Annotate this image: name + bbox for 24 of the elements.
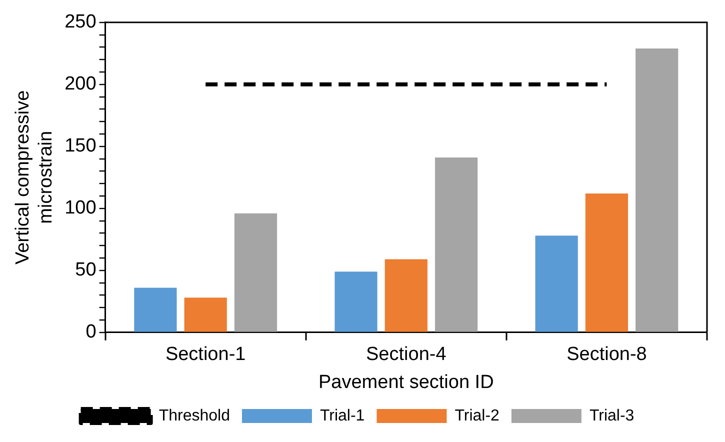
x-tick-label: Section-1 <box>165 344 246 366</box>
legend-label: Threshold <box>158 407 230 424</box>
y-axis-title: Vertical compressive microstrain <box>12 90 56 265</box>
bar <box>434 158 478 332</box>
y-tick-label: 200 <box>64 74 96 95</box>
bar <box>184 298 227 332</box>
bar <box>334 272 378 332</box>
bar <box>535 236 578 332</box>
y-tick-label: 250 <box>64 12 96 33</box>
y-tick-label: 0 <box>86 322 96 343</box>
legend-label: Trial-3 <box>589 407 634 424</box>
legend-label: Trial-1 <box>320 407 365 424</box>
bar <box>134 288 177 332</box>
bar <box>636 48 678 332</box>
y-tick-label: 100 <box>64 198 96 219</box>
bar <box>384 259 428 332</box>
x-tick-label: Section-8 <box>566 344 647 366</box>
x-axis-title: Pavement section ID <box>318 372 494 393</box>
y-tick-label: 150 <box>64 136 96 157</box>
y-tick-label: 50 <box>75 260 96 281</box>
x-tick-label: Section-4 <box>366 344 447 366</box>
bar <box>234 213 278 332</box>
bar <box>585 194 628 332</box>
legend-label: Trial-2 <box>454 407 500 424</box>
